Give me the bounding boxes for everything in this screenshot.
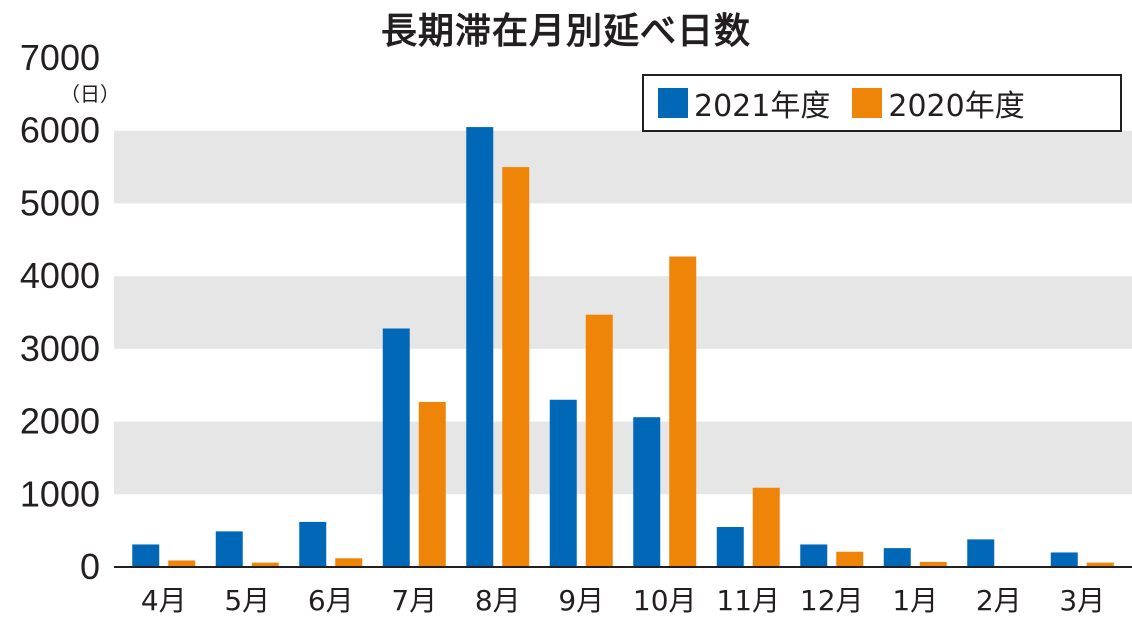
y-tick-label: 5000 — [20, 182, 100, 223]
y-tick-label: 2000 — [20, 401, 100, 442]
legend-item: 2020年度 — [852, 81, 1025, 125]
legend-swatch — [658, 88, 688, 118]
y-axis-ticks: 0 1000 2000 3000 4000 5000 6000 7000 — [20, 37, 100, 587]
bar-2020年度 — [585, 314, 613, 567]
x-tick-label: 11月 — [716, 584, 780, 617]
bar-2021年度 — [716, 527, 744, 567]
bar-2021年度 — [299, 521, 327, 567]
bar-2020年度 — [168, 560, 196, 567]
bar-2021年度 — [967, 539, 995, 567]
bar-2020年度 — [669, 256, 697, 567]
legend-label: 2020年度 — [888, 89, 1025, 124]
bar-2020年度 — [752, 487, 780, 567]
bar-2020年度 — [335, 558, 363, 567]
x-tick-label: 5月 — [224, 584, 270, 617]
bar-2021年度 — [549, 399, 577, 567]
bar-2021年度 — [215, 531, 243, 567]
bar-2021年度 — [382, 328, 410, 567]
x-tick-label: 8月 — [475, 584, 521, 617]
bar-2021年度 — [883, 548, 911, 567]
y-tick-label: 6000 — [20, 110, 100, 151]
x-tick-label: 12月 — [800, 584, 864, 617]
bar-2020年度 — [919, 561, 947, 567]
x-tick-label: 9月 — [558, 584, 604, 617]
grid-band — [114, 421, 1132, 495]
x-tick-label: 3月 — [1059, 584, 1105, 617]
y-tick-label: 7000 — [20, 37, 100, 78]
x-tick-label: 1月 — [892, 584, 938, 617]
x-tick-label: 2月 — [976, 584, 1022, 617]
y-tick-label: 1000 — [20, 473, 100, 514]
legend: 2021年度 2020年度 — [642, 74, 1122, 132]
x-axis-ticks: 4月 5月 6月 7月 8月 9月 10月 11月 12月 1月 2月 3月 — [141, 584, 1105, 617]
bar-2021年度 — [1050, 552, 1078, 567]
grid-bands — [114, 130, 1132, 495]
bar-2020年度 — [502, 167, 530, 568]
grid-band — [114, 276, 1132, 349]
bar-2021年度 — [132, 544, 160, 567]
legend-item: 2021年度 — [658, 81, 830, 125]
bar-2021年度 — [466, 127, 494, 567]
bar-2020年度 — [418, 401, 446, 567]
legend-swatch — [852, 88, 883, 118]
y-unit-label: （日） — [60, 82, 120, 106]
chart-title: 長期滞在月別延べ日数 — [380, 11, 751, 52]
bar-2021年度 — [800, 544, 828, 567]
y-tick-label: 0 — [80, 546, 100, 587]
bar-2020年度 — [836, 551, 864, 567]
y-tick-label: 4000 — [20, 255, 100, 296]
grid-band — [114, 130, 1132, 204]
bar-2020年度 — [1086, 562, 1114, 567]
legend-label: 2021年度 — [694, 89, 831, 124]
bar-2020年度 — [251, 562, 279, 567]
x-tick-label: 6月 — [308, 584, 354, 617]
x-tick-label: 4月 — [141, 584, 187, 617]
bar-2021年度 — [633, 417, 661, 567]
x-tick-label: 10月 — [633, 584, 697, 617]
x-tick-label: 7月 — [391, 584, 437, 617]
bars — [132, 127, 1114, 568]
y-tick-label: 3000 — [20, 328, 100, 369]
